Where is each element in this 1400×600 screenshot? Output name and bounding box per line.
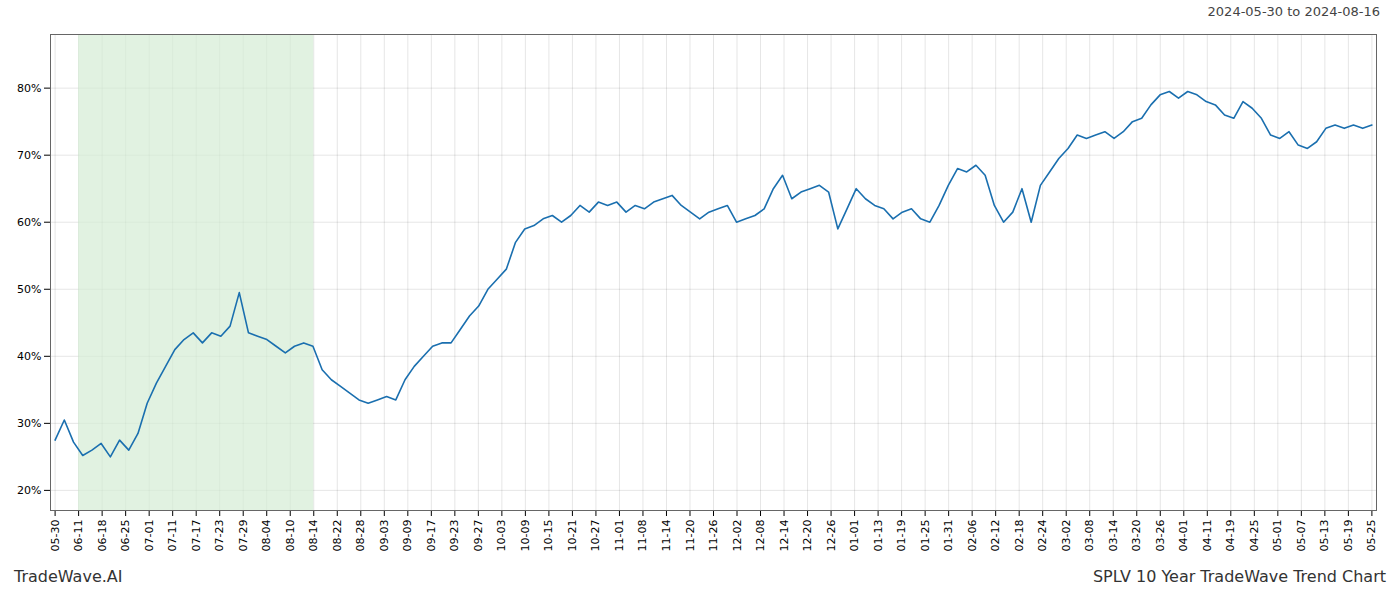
- svg-text:06-11: 06-11: [72, 520, 85, 552]
- svg-text:01-01: 01-01: [848, 520, 861, 552]
- svg-text:01-25: 01-25: [919, 520, 932, 552]
- svg-text:06-25: 06-25: [119, 520, 132, 552]
- svg-text:03-26: 03-26: [1154, 520, 1167, 552]
- svg-text:11-08: 11-08: [636, 520, 649, 552]
- svg-text:40%: 40%: [17, 350, 41, 363]
- svg-text:03-20: 03-20: [1130, 520, 1143, 552]
- svg-text:11-20: 11-20: [684, 520, 697, 552]
- html-text:TradeWave.AI: TradeWave.AI: [14, 566, 123, 586]
- html-text:2024-05-30 to 2024-08-16: 2024-05-30 to 2024-08-16: [1207, 4, 1380, 19]
- svg-text:10-21: 10-21: [566, 520, 579, 552]
- svg-text:09-17: 09-17: [425, 520, 438, 552]
- svg-text:07-23: 07-23: [213, 520, 226, 552]
- svg-text:04-11: 04-11: [1201, 520, 1214, 552]
- svg-text:02-24: 02-24: [1036, 520, 1049, 552]
- svg-text:05-07: 05-07: [1295, 520, 1308, 552]
- svg-text:10-03: 10-03: [495, 520, 508, 552]
- svg-text:07-29: 07-29: [237, 520, 250, 552]
- svg-text:11-01: 11-01: [613, 520, 626, 552]
- svg-text:08-10: 08-10: [284, 520, 297, 552]
- svg-text:10-15: 10-15: [542, 520, 555, 552]
- svg-text:07-11: 07-11: [166, 520, 179, 552]
- svg-text:04-25: 04-25: [1248, 520, 1261, 552]
- html-text:SPLV 10 Year TradeWave Trend C: SPLV 10 Year TradeWave Trend Chart: [1093, 566, 1386, 586]
- svg-text:07-01: 07-01: [143, 520, 156, 552]
- svg-text:02-06: 02-06: [966, 520, 979, 552]
- svg-text:12-20: 12-20: [801, 520, 814, 552]
- svg-text:12-26: 12-26: [825, 520, 838, 552]
- svg-text:02-18: 02-18: [1013, 520, 1026, 552]
- svg-text:20%: 20%: [17, 484, 41, 497]
- svg-text:04-01: 04-01: [1177, 520, 1190, 552]
- svg-text:04-19: 04-19: [1224, 520, 1237, 552]
- svg-text:01-31: 01-31: [942, 520, 955, 552]
- svg-text:09-27: 09-27: [472, 520, 485, 552]
- svg-text:08-22: 08-22: [331, 520, 344, 552]
- svg-text:08-14: 08-14: [307, 520, 320, 552]
- svg-text:05-19: 05-19: [1342, 520, 1355, 552]
- svg-text:06-18: 06-18: [96, 520, 109, 552]
- svg-text:02-12: 02-12: [989, 520, 1002, 552]
- svg-text:07-17: 07-17: [190, 520, 203, 552]
- svg-text:05-25: 05-25: [1365, 520, 1378, 552]
- svg-text:05-01: 05-01: [1271, 520, 1284, 552]
- svg-text:60%: 60%: [17, 216, 41, 229]
- svg-text:03-02: 03-02: [1060, 520, 1073, 552]
- svg-text:09-23: 09-23: [448, 520, 461, 552]
- svg-text:05-13: 05-13: [1318, 520, 1331, 552]
- svg-text:08-28: 08-28: [354, 520, 367, 552]
- svg-text:80%: 80%: [17, 82, 41, 95]
- svg-text:03-08: 03-08: [1083, 520, 1096, 552]
- svg-text:05-30: 05-30: [49, 520, 62, 552]
- svg-text:11-26: 11-26: [707, 520, 720, 552]
- svg-text:50%: 50%: [17, 283, 41, 296]
- svg-text:03-14: 03-14: [1107, 520, 1120, 552]
- svg-text:10-09: 10-09: [519, 520, 532, 552]
- svg-text:12-14: 12-14: [778, 520, 791, 552]
- svg-text:12-02: 12-02: [731, 520, 744, 552]
- svg-text:10-27: 10-27: [589, 520, 602, 552]
- svg-text:09-09: 09-09: [401, 520, 414, 552]
- svg-text:11-14: 11-14: [660, 520, 673, 552]
- svg-text:12-08: 12-08: [754, 520, 767, 552]
- svg-text:01-19: 01-19: [895, 520, 908, 552]
- svg-text:09-03: 09-03: [378, 520, 391, 552]
- svg-text:08-04: 08-04: [260, 520, 273, 552]
- svg-text:70%: 70%: [17, 149, 41, 162]
- svg-text:01-13: 01-13: [872, 520, 885, 552]
- svg-text:30%: 30%: [17, 417, 41, 430]
